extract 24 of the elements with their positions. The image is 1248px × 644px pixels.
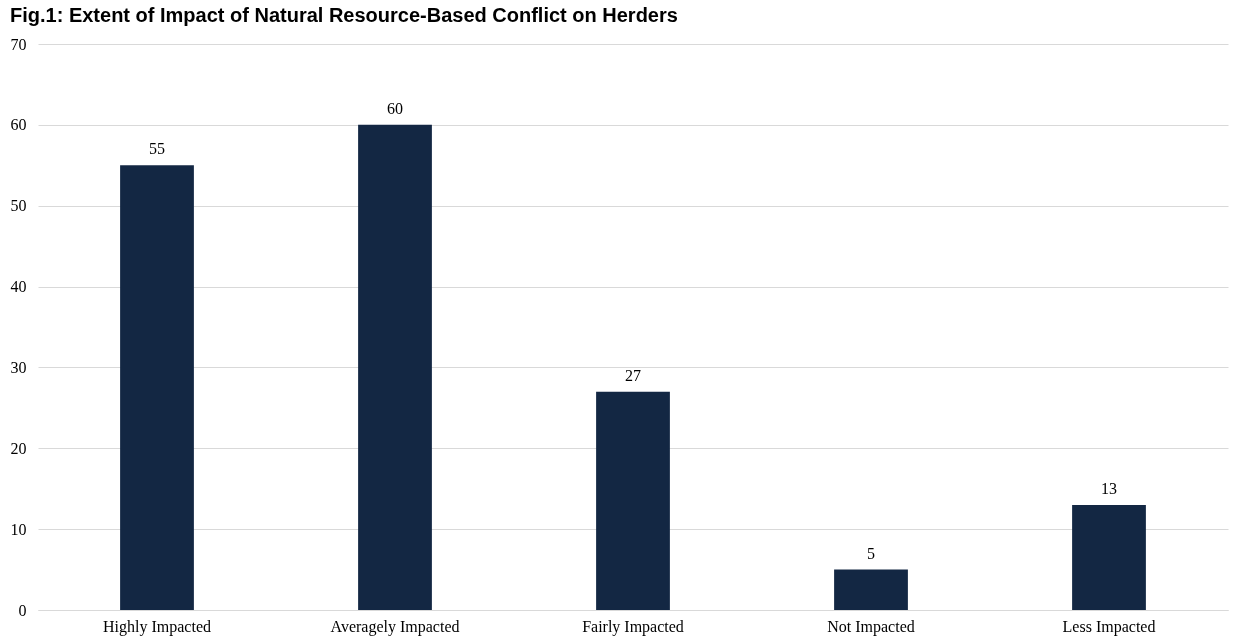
data-label: 27 bbox=[625, 366, 641, 384]
y-tick-label: 60 bbox=[10, 116, 27, 134]
y-tick-label: 20 bbox=[10, 439, 27, 457]
y-tick-label: 10 bbox=[10, 520, 27, 538]
x-tick-label: Fairly Impacted bbox=[582, 617, 684, 636]
y-tick-label: 40 bbox=[10, 278, 27, 296]
y-tick-label: 70 bbox=[10, 35, 27, 53]
y-tick-label: 0 bbox=[18, 601, 27, 619]
bar bbox=[358, 124, 432, 610]
y-tick-label: 50 bbox=[10, 197, 27, 215]
x-tick-label: Highly Impacted bbox=[103, 617, 211, 636]
data-label: 60 bbox=[387, 99, 403, 117]
bar bbox=[596, 391, 670, 610]
y-tick-label: 30 bbox=[10, 358, 27, 376]
bar bbox=[834, 569, 908, 610]
x-tick-label: Less Impacted bbox=[1062, 617, 1156, 636]
data-label: 13 bbox=[1101, 479, 1117, 497]
chart-title: Fig.1: Extent of Impact of Natural Resource-Based Conflict on Herders bbox=[10, 4, 678, 26]
bar bbox=[1072, 504, 1146, 610]
x-tick-label: Averagely Impacted bbox=[330, 617, 460, 636]
bar bbox=[120, 165, 194, 610]
x-tick-label: Not Impacted bbox=[827, 617, 915, 636]
data-label: 55 bbox=[149, 140, 165, 158]
data-label: 5 bbox=[867, 544, 875, 562]
